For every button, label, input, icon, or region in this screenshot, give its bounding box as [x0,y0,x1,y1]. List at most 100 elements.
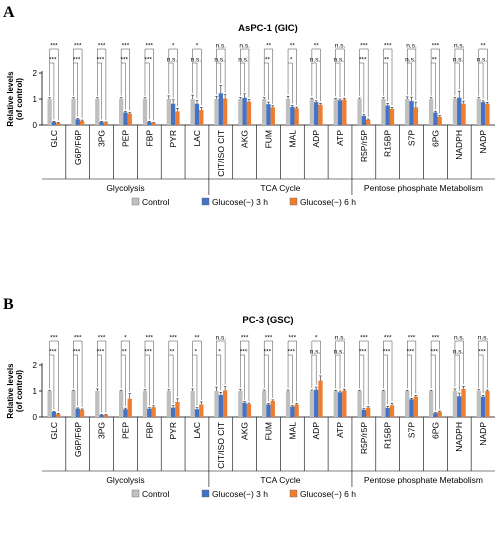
bar [389,405,395,417]
significance-label: *** [430,349,438,356]
y-axis-label: Relative levels(of control) [6,71,24,127]
x-tick-label: ADP [311,422,321,440]
x-tick-label: G6P/F6P [73,130,83,165]
sig-bracket [478,62,484,99]
panel-letter: B [3,296,14,313]
sig-bracket [359,340,369,405]
group-label: Pentose phosphate Metabolism [364,475,483,485]
bar [405,391,410,417]
x-tick-label: MAL [287,422,297,440]
bar [385,105,390,125]
significance-label: *** [144,57,152,64]
x-tick-label: S7P [407,130,417,146]
x-tick-label: G6P/F6P [73,422,83,457]
sig-bracket [97,62,102,120]
bar [47,391,52,417]
x-tick-label: FBP [144,422,154,439]
bar [476,99,481,125]
bar [413,107,419,125]
significance-label: ** [481,43,487,50]
sig-bracket [216,48,226,95]
x-tick-label: CIT/ISO CIT [216,130,226,177]
bar [342,99,347,125]
sig-bracket [216,62,222,84]
significance-label: *** [97,349,105,356]
bar [175,401,180,417]
significance-label: n.s. [405,57,416,64]
sig-bracket [359,354,365,407]
x-tick-label: PEP [120,422,130,439]
group-label: TCA Cycle [260,183,300,193]
bar [461,103,466,125]
legend-swatch [201,489,210,498]
chart-title: PC-3 (GSC) [242,315,293,326]
bar [428,99,434,125]
bar [56,413,61,417]
significance-label: *** [49,349,57,356]
bar [95,99,100,125]
bar [166,99,171,125]
sig-bracket [49,48,59,121]
sig-bracket [216,340,226,386]
legend-label: Control [142,197,170,207]
x-tick-label: ATP [335,422,345,438]
bar [309,99,315,125]
x-tick-label: CIT/ISO CIT [216,422,226,469]
legend-swatch [289,489,298,498]
sig-bracket [97,354,102,413]
bar [218,93,223,125]
significance-label: *** [122,43,130,50]
significance-label: n.s. [453,57,464,64]
sig-bracket [192,340,202,400]
significance-label: *** [384,335,392,342]
bar [366,407,371,417]
sig-bracket [49,340,59,412]
significance-label: *** [287,349,295,356]
bar [452,99,458,125]
significance-label: *** [49,57,57,64]
bar [95,391,100,417]
group-label: Glycolysis [106,475,144,485]
significance-label: * [315,335,318,342]
bar [333,99,338,125]
bar [389,108,395,125]
significance-label: *** [121,57,129,64]
sig-bracket [311,48,321,102]
significance-label: n.s. [310,57,321,64]
bar [437,116,442,125]
bar [103,414,109,417]
bar [175,111,180,125]
significance-label: ** [265,57,271,64]
sig-bracket [264,354,269,402]
bar [405,99,410,125]
y-tick-label: 2 [33,361,38,370]
significance-label: *** [383,349,391,356]
y-axis-label-line: (of control) [15,78,24,121]
significance-label: *** [73,349,81,356]
x-tick-label: ATP [335,130,345,146]
sig-bracket [120,340,130,392]
bar [99,121,104,125]
panel-letter: A [3,4,15,21]
sig-bracket [240,340,250,401]
significance-label: ** [169,349,175,356]
bar [433,413,438,417]
sig-bracket [407,62,412,96]
significance-label: *** [241,335,249,342]
significance-label: n.s. [454,335,465,342]
bar [290,406,295,417]
panel-b: B PC-3 (GSC) Relative levels(of control) 0 1… [3,296,495,499]
bar [366,119,371,125]
bar [142,391,148,417]
sig-bracket [287,340,297,402]
legend-label: Control [142,489,170,499]
sig-bracket [144,354,150,406]
bar [357,391,362,417]
bar [262,391,267,417]
bar [485,103,490,125]
significance-label: *** [145,43,153,50]
sig-bracket [359,48,369,118]
bar [151,407,156,417]
significance-label: n.s. [335,335,346,342]
x-tick-label: 3PG [97,130,107,147]
